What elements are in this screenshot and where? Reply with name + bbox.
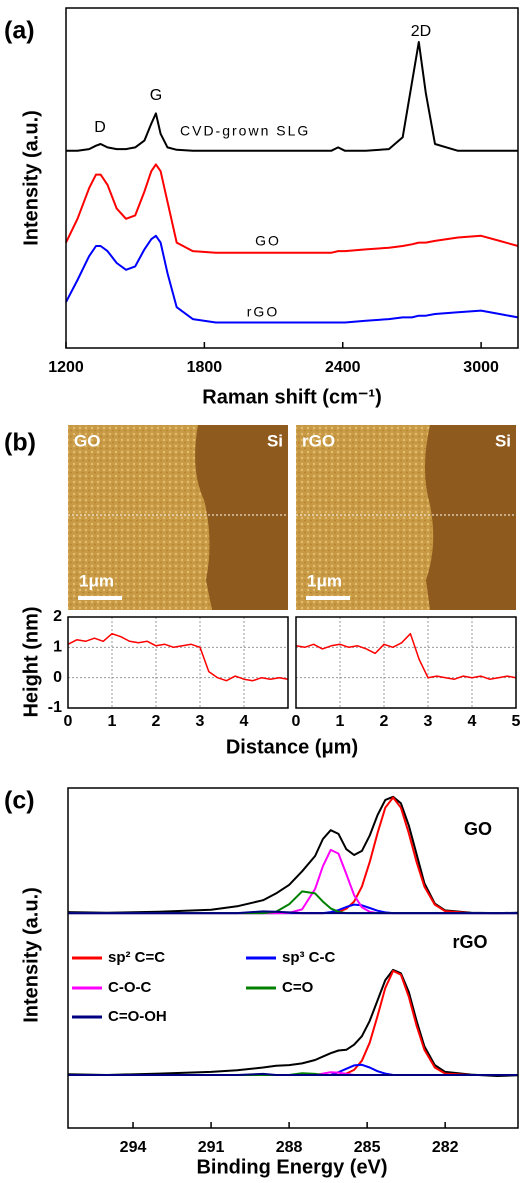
legend-label: C=O-OH: [108, 1008, 167, 1025]
scale-bar-label: 1μm: [79, 571, 114, 590]
image-label: Si: [495, 431, 511, 450]
legend-label: sp² C=C: [108, 949, 165, 966]
x-tick-label: 0: [64, 713, 73, 730]
x-tick-label: 288: [276, 1139, 303, 1156]
x-tick-label: 2: [152, 713, 161, 730]
x-tick-label: 2400: [325, 359, 361, 376]
fit-component: [68, 890, 518, 915]
y-axis-title: Height (nm): [20, 606, 42, 717]
y-axis-title: Intensity (a.u.): [20, 887, 42, 1023]
y-tick-label: -1: [48, 699, 62, 716]
x-tick-label: 3000: [463, 359, 499, 376]
data-line: [65, 234, 519, 324]
peak-label: 2D: [411, 23, 431, 40]
legend-label: sp³ C-C: [282, 949, 335, 966]
data-line: [65, 163, 519, 254]
fit-component: [68, 910, 518, 915]
x-tick-label: 1800: [187, 359, 223, 376]
x-tick-label: 285: [354, 1139, 381, 1156]
x-tick-label: 2: [380, 713, 389, 730]
measured-spectrum: [67, 795, 519, 915]
measured-spectrum: [67, 968, 519, 1077]
plot-frame: [295, 616, 517, 709]
panel-label: (b): [4, 429, 36, 457]
x-tick-label: 3: [424, 713, 433, 730]
x-tick-label: 0: [292, 713, 301, 730]
peak-label: D: [94, 119, 106, 136]
data-line: [67, 632, 289, 682]
x-tick-label: 1200: [48, 359, 84, 376]
x-tick-label: 4: [468, 713, 477, 730]
x-tick-label: 4: [240, 713, 249, 730]
x-tick-label: 1: [108, 713, 117, 730]
y-tick-label: 1: [53, 639, 62, 656]
image-label: Si: [267, 431, 283, 450]
series-label: rGO: [247, 304, 279, 320]
x-tick-label: 291: [198, 1139, 225, 1156]
y-axis-title: Intensity (a.u.): [20, 110, 42, 246]
series-label: GO: [255, 233, 281, 249]
y-tick-label: 0: [53, 669, 62, 686]
x-tick-label: 3: [196, 713, 205, 730]
image-label: GO: [74, 431, 100, 450]
x-axis-title: Binding Energy (eV): [196, 1156, 387, 1178]
data-line: [66, 41, 518, 152]
x-tick-label: 282: [432, 1139, 459, 1156]
panel-label: (a): [4, 17, 35, 45]
x-tick-label: 5: [512, 713, 520, 730]
plot-frame: [67, 787, 519, 1129]
fit-component: [68, 1072, 518, 1076]
legend-label: C-O-C: [108, 979, 151, 996]
data-line: [295, 632, 517, 680]
x-tick-label: 1: [336, 713, 345, 730]
x-tick-label: 294: [120, 1139, 147, 1156]
panel-label: (c): [4, 787, 35, 815]
legend-label: C=O: [282, 979, 314, 996]
plot-frame: [65, 7, 519, 349]
afm-image: GO Si 1μm: [68, 425, 288, 610]
x-axis-title: Raman shift (cm⁻¹): [202, 386, 381, 408]
x-axis-title: Distance (μm): [226, 736, 358, 758]
y-tick-label: 2: [53, 608, 62, 625]
plot-frame: [67, 616, 289, 709]
spectrum-label: GO: [464, 819, 492, 839]
image-label: rGO: [302, 431, 335, 450]
fit-component: [68, 796, 518, 915]
series-label: CVD-grown SLG: [180, 123, 310, 139]
peak-label: G: [150, 87, 162, 104]
scale-bar-label: 1μm: [307, 571, 342, 590]
spectrum-label: rGO: [452, 932, 487, 952]
afm-image: rGO Si 1μm: [296, 425, 516, 610]
